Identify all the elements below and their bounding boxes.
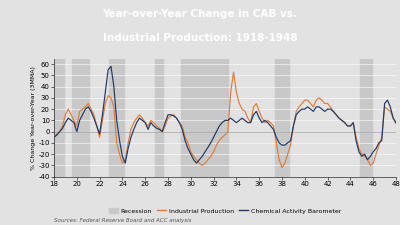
Text: Industrial Production: 1918-1948: Industrial Production: 1918-1948	[103, 33, 297, 43]
Bar	[275, 58, 289, 177]
Y-axis label: % Change Year-over-Year (3MMA): % Change Year-over-Year (3MMA)	[30, 66, 36, 169]
Bar	[109, 58, 124, 177]
Bar	[360, 58, 372, 177]
Text: Year-over-Year Change in CAB vs.: Year-over-Year Change in CAB vs.	[102, 9, 298, 19]
Bar	[72, 58, 89, 177]
Text: Sources: Federal Reserve Board and ACC analysis: Sources: Federal Reserve Board and ACC a…	[54, 218, 192, 223]
Bar	[156, 58, 164, 177]
Bar	[180, 58, 228, 177]
Bar	[54, 58, 64, 177]
Legend: Recession, Industrial Production, Chemical Activity Barometer: Recession, Industrial Production, Chemic…	[106, 206, 344, 216]
